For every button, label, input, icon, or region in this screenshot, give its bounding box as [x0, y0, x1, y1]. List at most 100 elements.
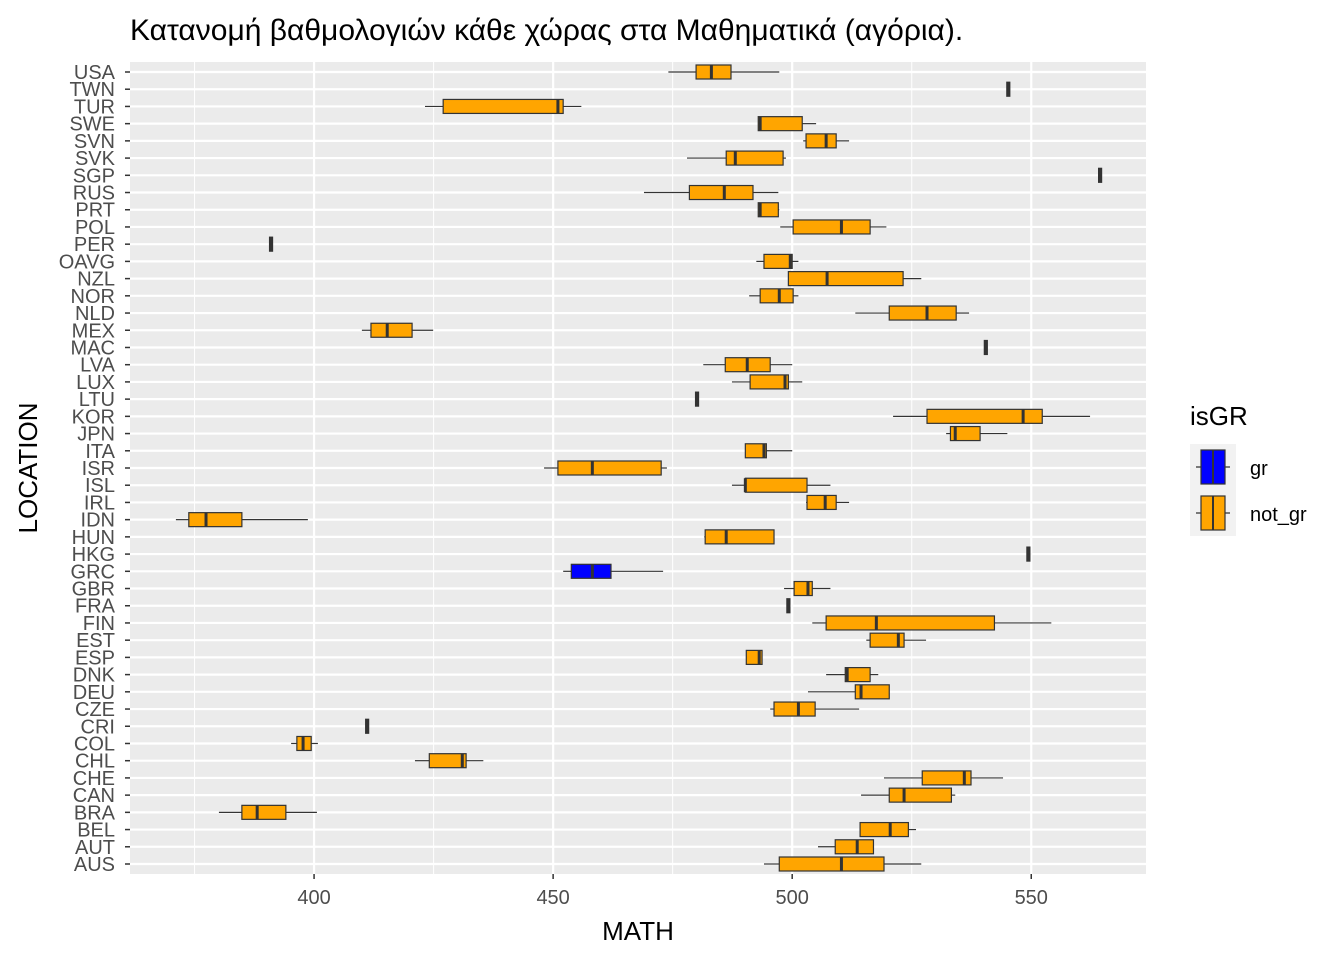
box-iqr [744, 443, 767, 459]
box-iqr [241, 804, 287, 820]
box-chl [414, 753, 484, 769]
y-tick-label-svn: SVN [74, 131, 115, 153]
y-tick-label-fra: FRA [75, 596, 116, 618]
y-tick-label-tur: TUR [74, 96, 115, 118]
box-cri [365, 718, 370, 734]
y-tick-label-dnk: DNK [73, 665, 116, 687]
box-nzl [787, 271, 922, 287]
y-tick-label-usa: USA [74, 62, 116, 84]
box-iqr [921, 770, 972, 786]
y-tick-label-kor: KOR [72, 406, 115, 428]
box-mex [361, 322, 434, 338]
box-nor [749, 288, 799, 304]
box-jpn [946, 425, 1008, 442]
box-iqr [695, 64, 732, 80]
box-iqr [557, 460, 662, 476]
y-tick-label-est: EST [76, 630, 115, 652]
y-tick-label-nld: NLD [75, 303, 115, 325]
legend: isGR gr not_gr [1190, 401, 1307, 536]
box-esp [745, 649, 763, 665]
y-axis-label: LOCATION [13, 403, 43, 534]
box-ltu [694, 391, 700, 407]
y-tick-label-twn: TWN [69, 79, 115, 101]
box-fra [786, 598, 791, 614]
x-tick-label: 500 [776, 887, 809, 909]
box-idn [175, 512, 308, 528]
box-iqr [888, 787, 953, 803]
y-tick-label-bel: BEL [77, 820, 115, 842]
y-tick-label-deu: DEU [73, 682, 115, 704]
box-iqr [725, 150, 784, 166]
box-bel [859, 821, 917, 838]
y-tick-label-irl: IRL [84, 492, 115, 514]
y-tick-label-swe: SWE [69, 114, 115, 136]
box-hun [704, 529, 775, 545]
box-iqr [763, 253, 793, 269]
box-iqr [834, 839, 875, 855]
box-iqr [888, 305, 957, 321]
box-col [291, 735, 318, 752]
box-iqr [757, 202, 779, 218]
box-iqr [757, 116, 803, 132]
box-iqr [778, 856, 885, 872]
y-tick-label-grc: GRC [71, 561, 115, 583]
box-iqr [949, 425, 981, 442]
box-iqr [869, 632, 905, 648]
y-tick-label-svk: SVK [75, 148, 116, 170]
box-lva [703, 357, 793, 373]
box-irl [806, 494, 850, 511]
y-tick-label-bra: BRA [74, 802, 116, 824]
box-iqr [688, 184, 754, 201]
box-rus [643, 184, 779, 201]
x-tick-labels: 400 450 500 550 [297, 887, 1048, 909]
y-tick-label-rus: RUS [73, 183, 115, 205]
box-iqr [792, 219, 871, 235]
box-ita [744, 443, 793, 459]
box-iqr [854, 684, 890, 700]
box-iqr [844, 667, 871, 683]
box-iqr [926, 408, 1043, 424]
y-tick-label-isr: ISR [82, 458, 115, 480]
box-bra [218, 804, 317, 820]
x-tick-label: 450 [536, 887, 569, 909]
box-est [866, 632, 927, 648]
y-tick-label-sgp: SGP [73, 165, 115, 187]
box-aus [763, 856, 922, 872]
box-che [883, 770, 1004, 786]
box-isl [731, 477, 831, 493]
box-iqr [442, 98, 564, 115]
y-tick-label-nzl: NZL [77, 269, 115, 291]
box-iqr [787, 271, 904, 287]
y-tick-label-ltu: LTU [79, 389, 115, 411]
box-oavg [756, 253, 799, 269]
box-iqr [825, 615, 996, 631]
y-tick-label-aus: AUS [74, 854, 115, 876]
box-iqr [188, 512, 243, 528]
box-swe [757, 116, 817, 132]
y-tick-label-pol: POL [75, 217, 115, 239]
y-tick-label-ita: ITA [85, 441, 115, 463]
box-svn [803, 133, 850, 149]
y-tick-label-lux: LUX [76, 372, 115, 394]
box-iqr [759, 288, 794, 304]
box-iqr [428, 753, 467, 769]
y-tick-labels: USATWNTURSWESVNSVKSGPRUSPRTPOLPEROAVGNZL… [59, 62, 130, 876]
box-prt [757, 202, 780, 218]
box-gbr [784, 580, 831, 597]
box-tur [424, 98, 582, 115]
box-fin [812, 615, 1052, 631]
box-iqr [793, 580, 813, 597]
y-tick-label-prt: PRT [75, 200, 115, 222]
box-svk [687, 150, 786, 166]
y-tick-label-mex: MEX [72, 320, 115, 342]
y-tick-label-oavg: OAVG [59, 251, 115, 273]
y-tick-label-esp: ESP [75, 647, 115, 669]
box-nld [855, 305, 970, 321]
box-hkg [1026, 546, 1031, 562]
y-tick-label-idn: IDN [81, 510, 115, 532]
y-tick-label-cri: CRI [81, 716, 115, 738]
legend-label-not-gr: not_gr [1250, 504, 1307, 526]
box-lux [731, 374, 803, 390]
y-tick-label-jpn: JPN [77, 424, 115, 446]
